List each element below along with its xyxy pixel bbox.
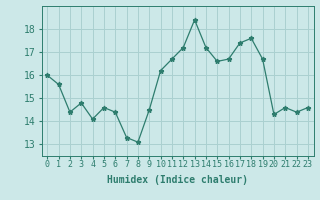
X-axis label: Humidex (Indice chaleur): Humidex (Indice chaleur) xyxy=(107,175,248,185)
